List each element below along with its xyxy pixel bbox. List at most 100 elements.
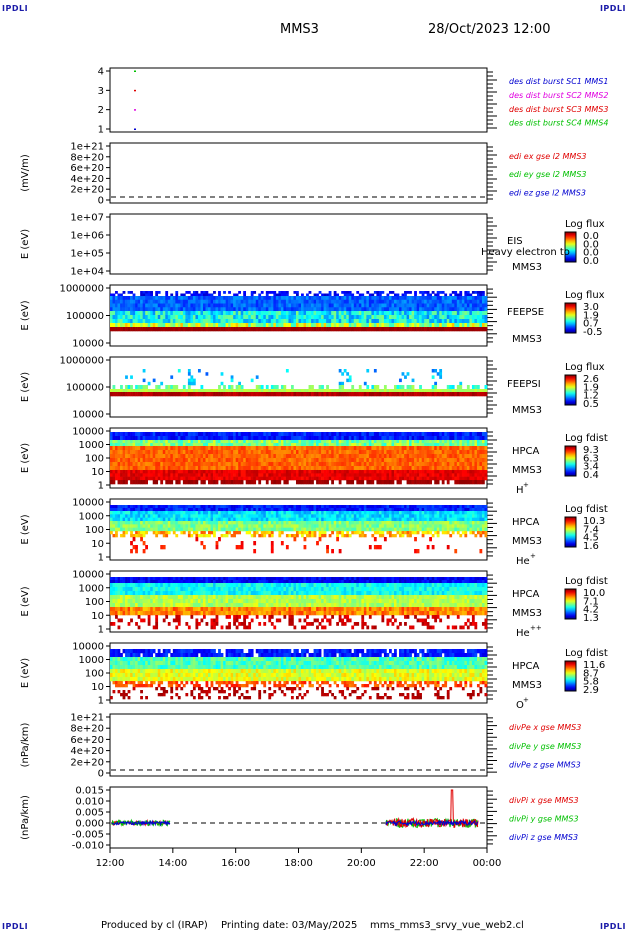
spectrogram-cell bbox=[280, 323, 284, 328]
spectrogram-cell bbox=[220, 299, 224, 304]
spectrogram-cell bbox=[152, 311, 156, 316]
spectrogram-cell bbox=[205, 446, 209, 451]
spectrogram-cell bbox=[132, 432, 136, 437]
spectrogram-cell bbox=[215, 315, 219, 320]
spectrogram-cell bbox=[200, 446, 204, 451]
spectrogram-cell bbox=[160, 531, 164, 535]
spectrogram-cell bbox=[481, 307, 485, 312]
spectrogram-cell bbox=[172, 303, 176, 308]
spectrogram-cell bbox=[280, 517, 284, 522]
spectrogram-cell bbox=[110, 531, 113, 535]
spectrogram-cell bbox=[235, 521, 239, 525]
spectrogram-cell bbox=[115, 392, 118, 397]
spectrogram-cell bbox=[278, 315, 282, 320]
spectrogram-cell bbox=[150, 476, 154, 481]
spectrogram-cell bbox=[225, 311, 229, 316]
spectrogram-cell bbox=[313, 436, 317, 441]
spectrogram-cell bbox=[273, 476, 277, 481]
spectrogram-cell bbox=[383, 296, 387, 301]
spectrogram-cell bbox=[361, 450, 365, 455]
spectrogram-cell bbox=[358, 392, 362, 397]
spectrogram-cell bbox=[383, 319, 387, 324]
spectrogram-cell bbox=[223, 454, 226, 459]
spectrogram-cell bbox=[416, 296, 420, 301]
spectrogram-cell bbox=[476, 470, 480, 474]
spectrogram-cell bbox=[140, 296, 143, 301]
spectrogram-cell bbox=[366, 299, 370, 304]
spectrogram-cell bbox=[429, 470, 432, 474]
spectrogram-cell bbox=[225, 440, 229, 444]
spectrogram-cell bbox=[381, 392, 385, 397]
spectrogram-cell bbox=[195, 521, 199, 525]
spectrogram-cell bbox=[454, 458, 458, 463]
spectrogram-cell bbox=[333, 446, 337, 451]
spectrogram-cell bbox=[140, 537, 143, 542]
spectrogram-cell bbox=[466, 291, 470, 294]
spectrogram-cell bbox=[318, 392, 322, 397]
spectrogram-cell bbox=[263, 446, 267, 451]
spectrogram-cell bbox=[182, 505, 186, 509]
spectrogram-cell bbox=[250, 440, 254, 444]
spectrogram-cell bbox=[147, 514, 151, 518]
spectrogram-cell bbox=[125, 480, 128, 485]
spectrogram-cell bbox=[130, 511, 133, 515]
spectrogram-cell bbox=[386, 432, 390, 437]
spectrogram-cell bbox=[258, 524, 262, 528]
spectrogram-cell bbox=[190, 323, 194, 328]
spectrogram-cell bbox=[253, 473, 257, 477]
spectrogram-cell bbox=[275, 473, 279, 477]
spectrogram-cell bbox=[243, 392, 247, 397]
spectrogram-cell bbox=[394, 311, 397, 316]
colorbar-tick-hpca_h: 9.3 bbox=[583, 445, 599, 456]
spectrogram-cell bbox=[177, 436, 181, 441]
spectrogram-cell bbox=[142, 291, 146, 294]
spectrogram-cell bbox=[406, 446, 410, 451]
spectrogram-cell bbox=[343, 315, 347, 320]
spectrogram-cell bbox=[157, 311, 161, 316]
spectrogram-cell bbox=[220, 443, 224, 447]
spectrogram-cell bbox=[110, 511, 113, 515]
spectrogram-cell bbox=[474, 299, 478, 304]
spectrogram-cell bbox=[200, 327, 204, 332]
spectrogram-cell bbox=[366, 315, 370, 320]
spectrogram-cell bbox=[283, 385, 287, 390]
spectrogram-cell bbox=[177, 311, 181, 316]
spectrogram-cell bbox=[391, 389, 395, 393]
spectrogram-cell bbox=[426, 476, 430, 481]
spectrogram-cell bbox=[248, 389, 252, 393]
spectrogram-cell bbox=[293, 446, 297, 451]
spectrogram-cell bbox=[255, 450, 259, 455]
spectrogram-cell bbox=[474, 473, 478, 477]
spectrogram-cell bbox=[306, 470, 309, 474]
spectrogram-cell bbox=[321, 385, 324, 390]
spectrogram-cell bbox=[223, 527, 226, 532]
spectrogram-cell bbox=[401, 303, 405, 308]
spectrogram-cell bbox=[238, 443, 241, 447]
spectrogram-cell bbox=[213, 514, 216, 518]
spectrogram-cell bbox=[255, 307, 259, 312]
spectrogram-cell bbox=[117, 524, 121, 528]
spectrogram-cell bbox=[461, 319, 465, 324]
spectrogram-cell bbox=[187, 508, 191, 512]
spectrogram-cell bbox=[295, 392, 299, 397]
spectrogram-cell bbox=[122, 291, 126, 294]
spectrogram-cell bbox=[338, 450, 342, 455]
spectrogram-cell bbox=[208, 534, 211, 538]
spectrogram-cell bbox=[235, 531, 239, 535]
spectrogram-cell bbox=[135, 476, 138, 481]
spectrogram-cell bbox=[175, 392, 179, 397]
spectrogram-cell bbox=[223, 436, 226, 441]
burst-marker bbox=[134, 89, 136, 92]
spectrogram-cell bbox=[301, 392, 304, 397]
spectrogram-cell bbox=[160, 473, 164, 477]
spectrogram-cell bbox=[220, 296, 224, 301]
spectrogram-cell bbox=[245, 443, 249, 447]
spectrogram-cell bbox=[399, 385, 402, 390]
spectrogram-cell bbox=[275, 514, 279, 518]
spectrogram-cell bbox=[386, 389, 390, 393]
spectrogram-cell bbox=[328, 327, 332, 332]
spectrogram-cell bbox=[363, 443, 367, 447]
spectrogram-cell bbox=[298, 462, 302, 467]
spectrogram-cell bbox=[240, 527, 244, 532]
spectrogram-cell bbox=[356, 443, 360, 447]
